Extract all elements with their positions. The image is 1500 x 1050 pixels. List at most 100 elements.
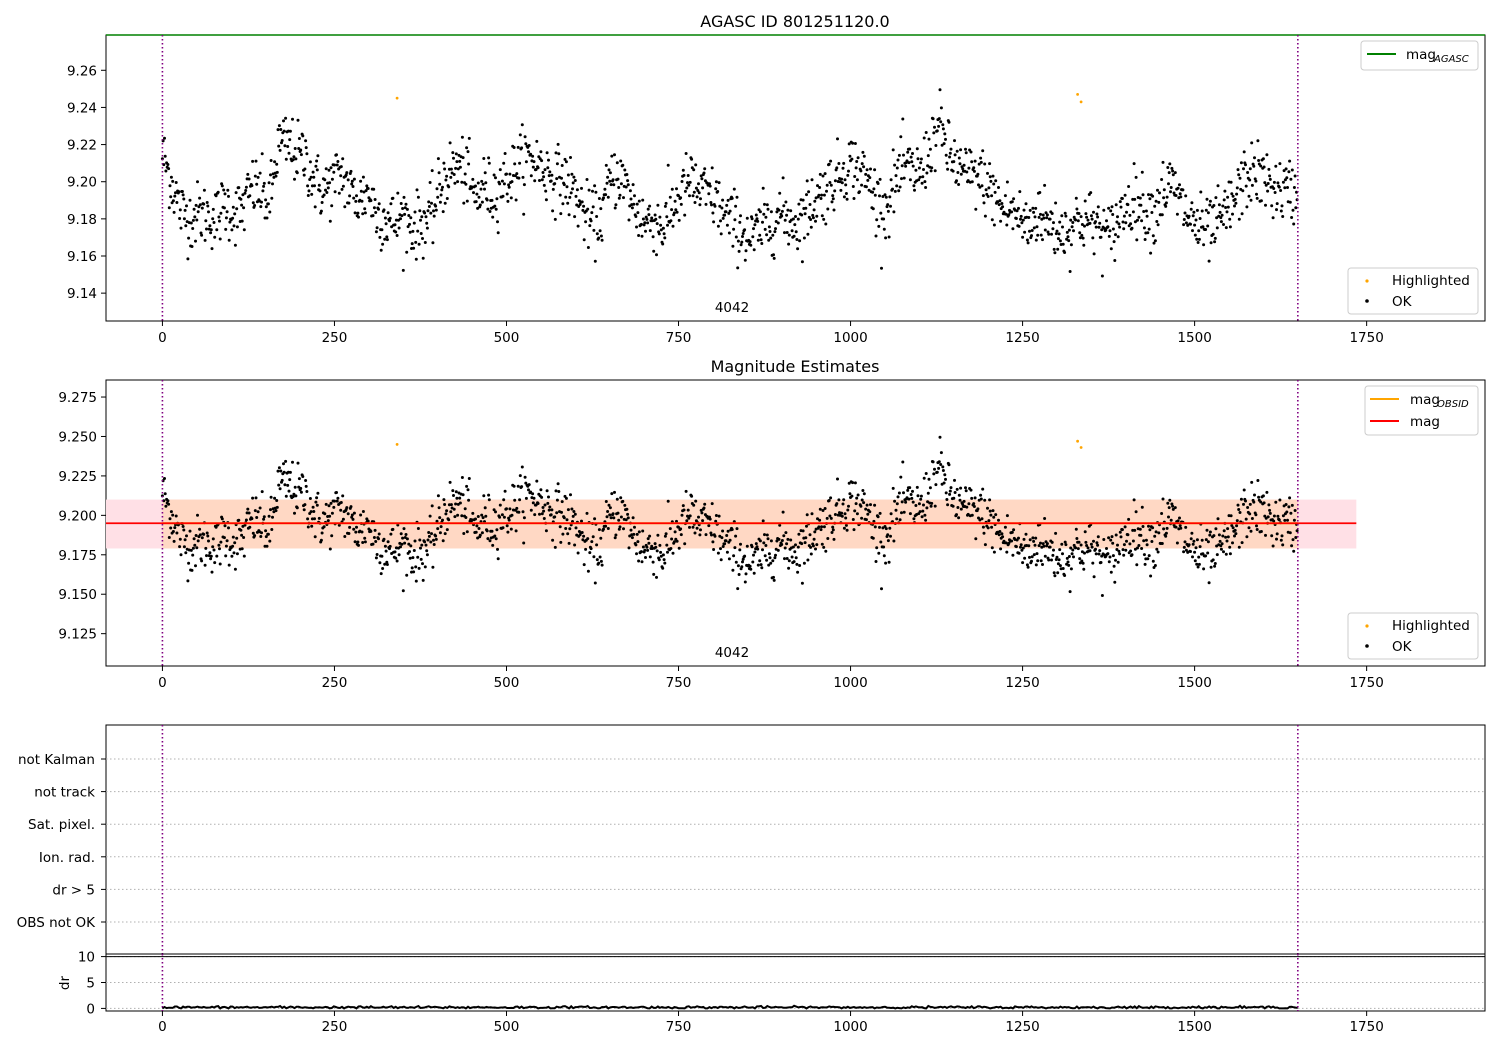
agasc-line-legend[interactable]: mag AGASC <box>1360 40 1479 71</box>
magnitude-ok-point <box>1189 537 1193 541</box>
agasc-ok-point <box>480 200 484 204</box>
magnitude-ok-point <box>645 545 649 549</box>
agasc-ok-point <box>383 237 387 241</box>
magnitude-ok-point <box>533 513 537 517</box>
agasc-ok-point <box>564 195 568 199</box>
magnitude-ok-point <box>527 488 530 492</box>
agasc-point-legend[interactable]: Highlighted OK <box>1347 267 1479 315</box>
magnitude-ok-point <box>606 510 610 513</box>
magnitude-ok-point <box>1289 511 1293 515</box>
magnitude-ok-point <box>244 518 248 522</box>
agasc-ok-point <box>833 189 837 193</box>
agasc-ok-point <box>576 224 580 228</box>
agasc-ok-point <box>837 162 841 165</box>
magnitude-ok-point <box>492 508 496 512</box>
magnitude-ok-point <box>465 530 469 534</box>
magnitude-ok-point <box>900 500 904 504</box>
agasc-ok-point <box>605 181 609 185</box>
agasc-ok-point <box>1178 183 1181 187</box>
agasc-ok-point <box>1284 167 1288 171</box>
agasc-ok-point <box>1150 211 1154 214</box>
magnitude-ok-point <box>360 530 364 534</box>
agasc-ok-point <box>810 178 814 182</box>
magnitude-ok-point <box>866 512 870 516</box>
magnitude-ok-point <box>191 553 195 557</box>
agasc-ok-point <box>1133 197 1137 201</box>
agasc-ok-point <box>902 153 905 157</box>
magnitude-ok-point <box>825 516 829 520</box>
agasc-ok-point <box>1135 238 1139 242</box>
magnitude-ok-point <box>862 492 866 496</box>
agasc-ok-point <box>1080 223 1084 226</box>
agasc-ok-point <box>878 177 882 181</box>
agasc-ok-point <box>731 244 735 248</box>
magnitude-ok-point <box>1088 549 1092 553</box>
agasc-ok-point <box>920 181 924 185</box>
magnitude-ok-point <box>173 526 177 530</box>
agasc-ok-point <box>1023 230 1027 234</box>
agasc-ok-point <box>917 178 921 182</box>
magnitude-ok-point <box>1213 564 1217 568</box>
agasc-ok-point <box>1114 203 1118 207</box>
magnitude-ok-point <box>266 532 270 536</box>
magnitude-ok-point <box>377 537 380 541</box>
magnitude-ok-point <box>419 557 423 561</box>
magnitude-ok-point <box>988 498 992 502</box>
agasc-ok-point <box>1055 229 1059 233</box>
agasc-ok-point <box>424 215 428 219</box>
agasc-ok-point <box>1052 221 1055 225</box>
agasc-ok-point <box>721 198 725 202</box>
magnitude-ok-point <box>1157 531 1161 535</box>
agasc-ok-point <box>256 175 260 179</box>
dr-ytick-label: 5 <box>86 976 95 992</box>
magnitude-ok-point <box>685 519 689 523</box>
agasc-ok-point <box>250 184 254 188</box>
agasc-ok-point <box>807 190 811 194</box>
agasc-ok-point <box>258 171 262 175</box>
agasc-ok-point <box>550 173 554 177</box>
magnitude-ok-point <box>794 543 797 547</box>
magnitude-ok-point <box>220 517 224 521</box>
agasc-ok-point <box>937 124 941 128</box>
magnitude-ok-point <box>183 538 187 542</box>
magnitude-ok-point <box>619 515 623 519</box>
agasc-ok-point <box>752 227 755 231</box>
magnitude-ok-point <box>462 532 466 535</box>
magnitude-ok-point <box>711 540 715 544</box>
magnitude-ok-point <box>1014 545 1018 549</box>
agasc-ok-point <box>847 169 850 173</box>
magnitude-ok-point <box>812 537 816 541</box>
agasc-ok-point <box>1194 218 1198 222</box>
magnitude-ok-point <box>887 560 891 564</box>
agasc-ok-point <box>397 226 401 230</box>
magnitude-ok-point <box>783 557 786 561</box>
agasc-ok-point <box>632 202 636 206</box>
magnitude-ok-point <box>567 541 571 545</box>
magnitude-ok-point <box>1111 554 1115 558</box>
agasc-ok-point <box>1193 223 1197 227</box>
agasc-ok-point <box>1045 213 1049 217</box>
magnitude-ok-point <box>361 510 365 513</box>
agasc-ok-point <box>1236 168 1240 172</box>
magnitude-ok-point <box>1147 524 1150 528</box>
magnitude-ok-point <box>766 537 770 541</box>
magnitude-ok-point <box>880 587 883 591</box>
agasc-ok-point <box>962 163 966 167</box>
agasc-ok-point <box>1248 167 1252 171</box>
agasc-ok-point <box>194 203 198 207</box>
agasc-ok-point <box>465 199 469 203</box>
magnitude-ok-point <box>572 510 576 513</box>
agasc-ok-point <box>895 184 899 188</box>
magnitude-line-legend[interactable]: mag OBSID mag <box>1364 385 1479 436</box>
agasc-ok-point <box>481 182 485 186</box>
magnitude-ok-point <box>921 509 925 513</box>
agasc-ok-point <box>575 188 579 192</box>
magnitude-ok-point <box>484 514 488 518</box>
agasc-ok-point <box>990 194 994 198</box>
agasc-ok-point <box>182 197 186 201</box>
magnitude-ok-point <box>423 540 427 544</box>
magnitude-ok-point <box>291 495 295 499</box>
magnitude-ok-point <box>1290 503 1294 507</box>
magnitude-point-legend[interactable]: Highlighted OK <box>1347 612 1479 660</box>
agasc-ok-point <box>816 184 819 188</box>
